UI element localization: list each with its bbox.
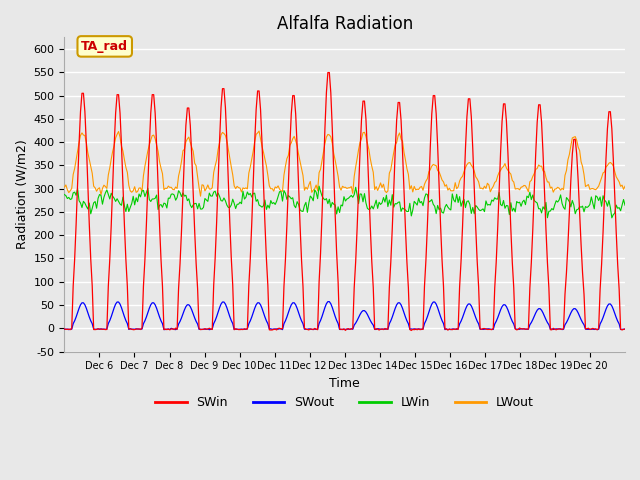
Legend: SWin, SWout, LWin, LWout: SWin, SWout, LWin, LWout [150,391,539,414]
Title: Alfalfa Radiation: Alfalfa Radiation [276,15,413,33]
Text: TA_rad: TA_rad [81,40,128,53]
X-axis label: Time: Time [330,377,360,390]
Y-axis label: Radiation (W/m2): Radiation (W/m2) [15,140,28,249]
